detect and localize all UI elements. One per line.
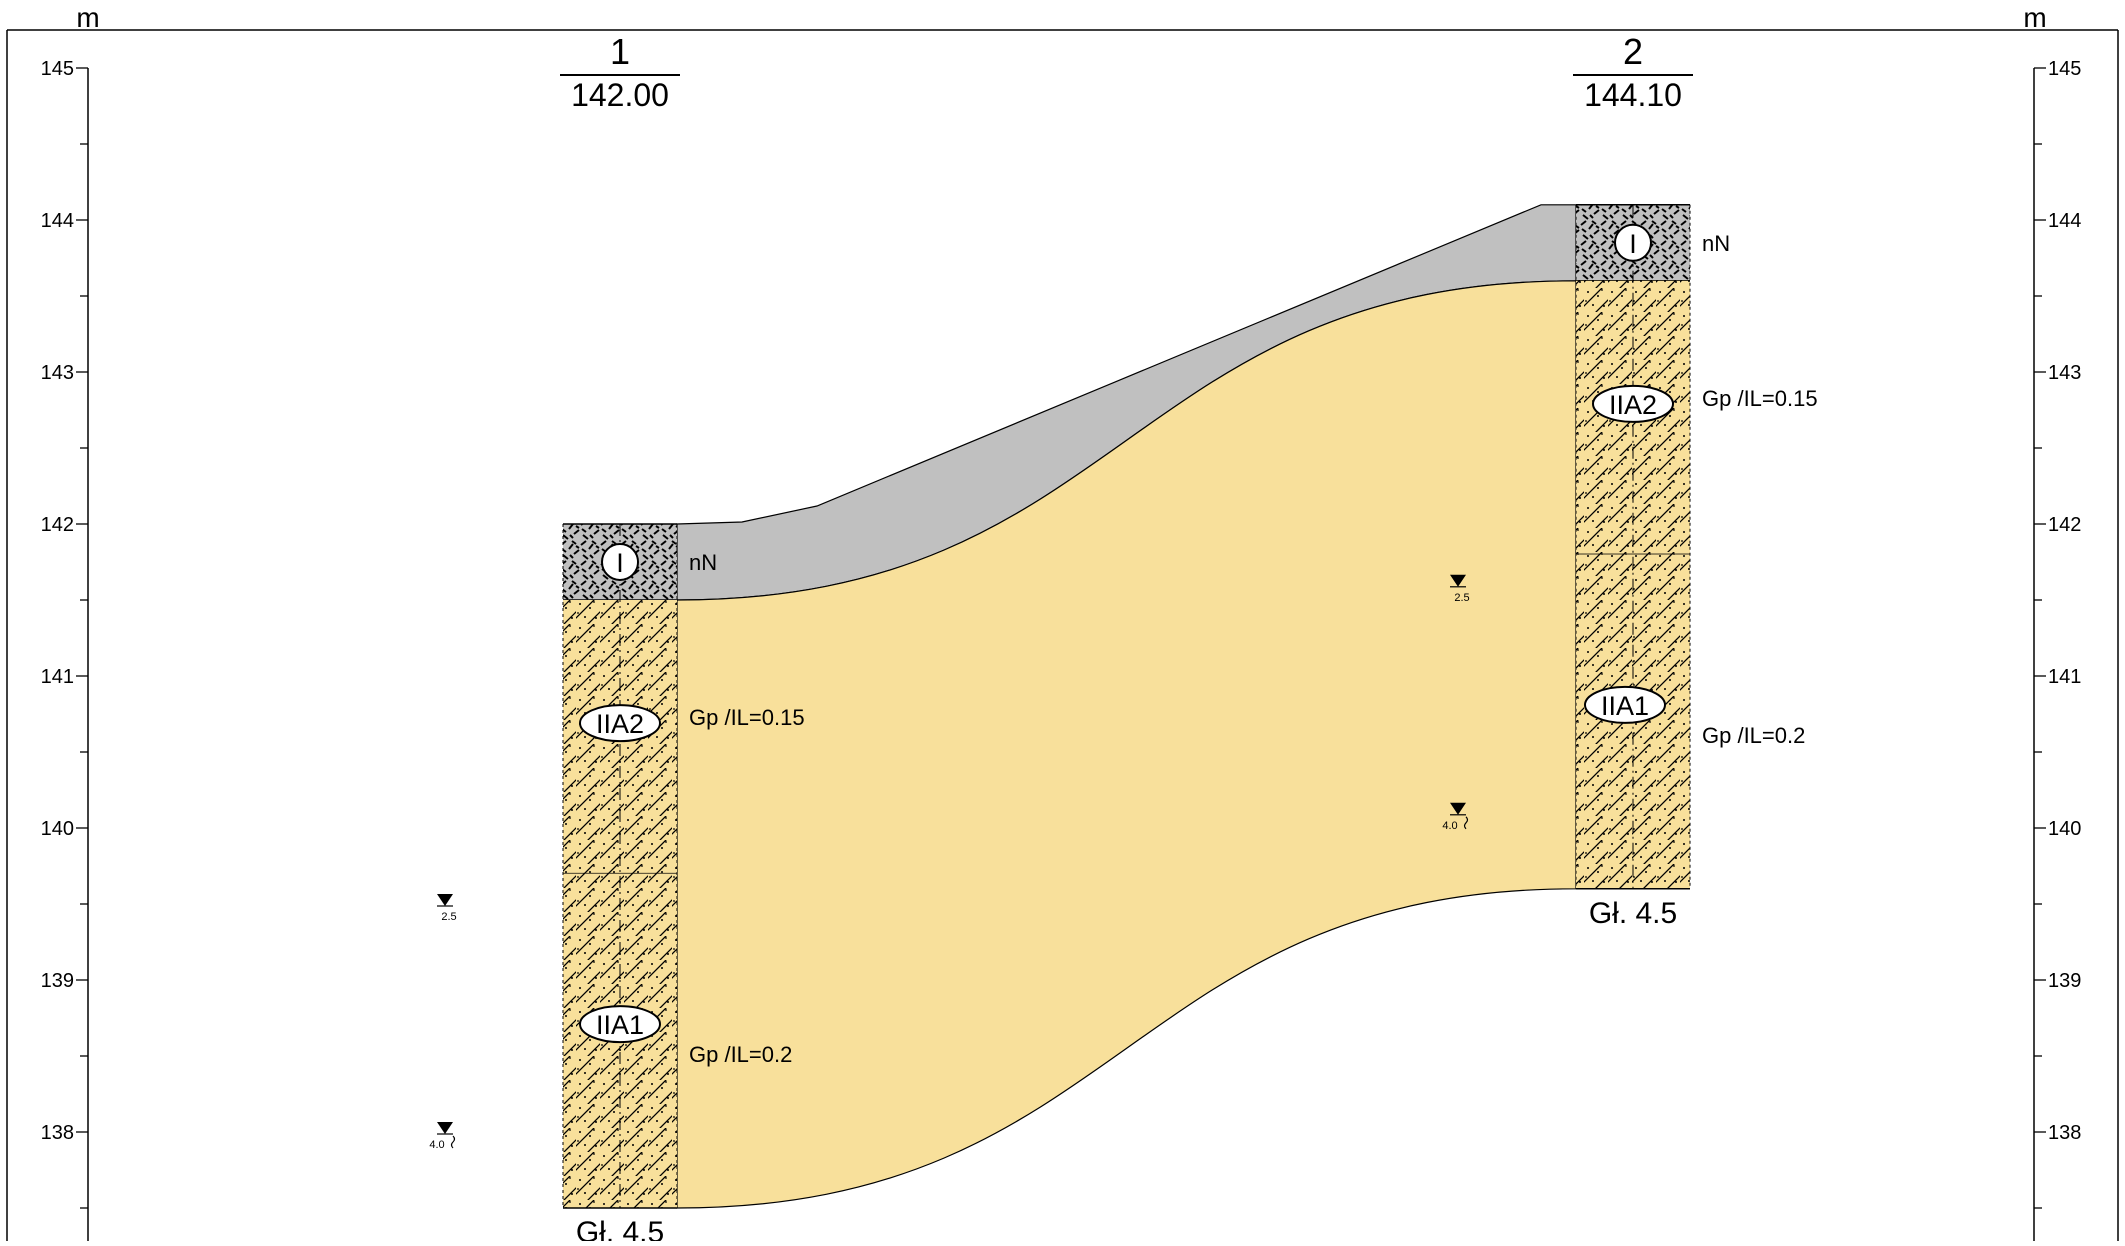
- water-level-icon: [437, 1122, 453, 1134]
- right-axis-label: 142: [2048, 514, 2081, 536]
- layer-description: Gp /IL=0.15: [1702, 386, 1818, 411]
- left-axis-label: 143: [41, 362, 74, 384]
- right-axis-label: 141: [2048, 666, 2081, 688]
- borehole-number: 1: [610, 31, 630, 72]
- layer-code: IIA2: [596, 709, 644, 739]
- right-axis-label: 138: [2048, 1122, 2081, 1144]
- borehole-2: 2 144.10 I nN IIA2 Gp /IL=0.15 IIA1 Gp /IL=0.2 G…: [1573, 31, 1818, 930]
- layer-code-bubble: [1614, 223, 1652, 262]
- layer-description: Gp /IL=0.2: [689, 1042, 792, 1067]
- layer-description: nN: [689, 550, 717, 575]
- interpolated-layers: [676, 204, 1577, 1209]
- water-depth-label: 2.5: [1454, 592, 1469, 604]
- left-axis-label: 144: [41, 210, 74, 232]
- layer-code-bubble: [1592, 384, 1674, 423]
- borehole-1: 1 142.00 I nN IIA2 Gp /IL=0.15 IIA1 Gp /IL=0.2 G…: [560, 31, 805, 1246]
- layer-code-bubble: [601, 543, 639, 581]
- layer-code-bubble: [579, 704, 661, 743]
- left-axis-label: 141: [41, 666, 74, 688]
- layer-code: I: [1629, 229, 1637, 259]
- layer-description: nN: [1702, 231, 1730, 256]
- right-axis-label: 139: [2048, 970, 2081, 992]
- water-depth-label: 2.5: [441, 911, 456, 923]
- left-axis-label: 145: [41, 58, 74, 80]
- right-elevation-axis: 145 144 143 142 141 140 139 138: [2033, 58, 2081, 1241]
- layer-code: IIA1: [1601, 691, 1649, 721]
- left-axis-label: 139: [41, 970, 74, 992]
- right-axis-label: 145: [2048, 58, 2081, 80]
- layer-code: IIA2: [1609, 390, 1657, 420]
- groundwater-markers: 2.5 4.0 2.5 4.0: [429, 574, 1470, 1151]
- left-axis-label: 142: [41, 514, 74, 536]
- layer-code-bubble: [1584, 685, 1666, 724]
- left-axis-label: 140: [41, 818, 74, 840]
- water-stabilized-icon: [450, 1135, 456, 1149]
- layer-code: I: [616, 548, 624, 578]
- right-axis-label: 144: [2048, 210, 2081, 232]
- right-axis-label: 143: [2048, 362, 2081, 384]
- left-elevation-axis: 145 144 143 142 141 140 139 138: [41, 58, 89, 1241]
- borehole-elevation: 144.10: [1584, 77, 1682, 113]
- left-unit-label: m: [76, 2, 99, 33]
- layer-description: Gp /IL=0.2: [1702, 723, 1805, 748]
- water-level-icon: [437, 894, 453, 906]
- water-level-icon: [1450, 802, 1466, 815]
- borehole-depth-label: Gł. 4.5: [576, 1216, 664, 1241]
- water-depth-label: 4.0: [1442, 820, 1457, 832]
- borehole-elevation: 142.00: [571, 77, 669, 113]
- right-axis-label: 140: [2048, 818, 2081, 840]
- borehole-depth-label: Gł. 4.5: [1589, 897, 1677, 930]
- water-stabilized-icon: [1463, 816, 1469, 830]
- left-axis-label: 138: [41, 1122, 74, 1144]
- right-unit-label: m: [2023, 2, 2046, 33]
- water-depth-label: 4.0: [429, 1139, 444, 1151]
- borehole-number: 2: [1623, 31, 1643, 72]
- layer-code-bubble: [579, 1005, 661, 1044]
- layer-description: Gp /IL=0.15: [689, 705, 805, 730]
- layer-code: IIA1: [596, 1010, 644, 1040]
- water-level-icon: [1450, 574, 1466, 587]
